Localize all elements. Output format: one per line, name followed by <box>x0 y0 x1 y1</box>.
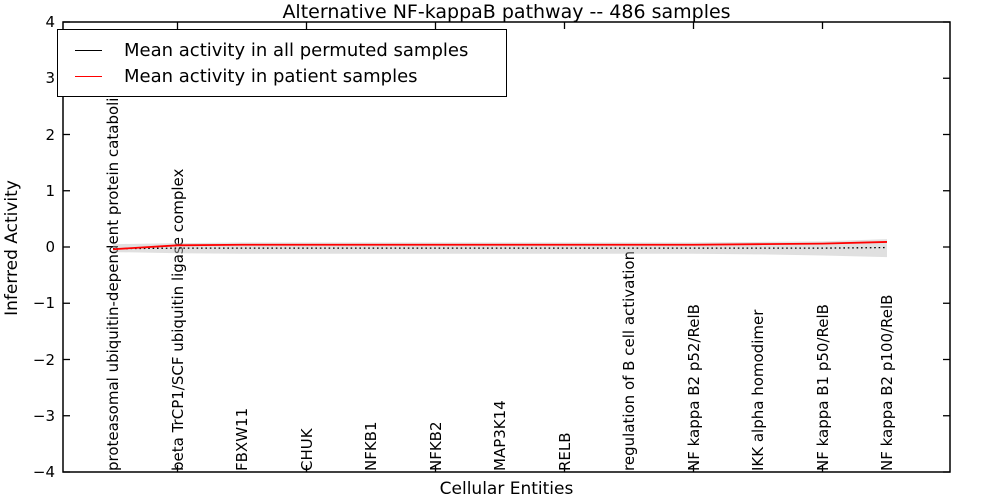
legend: Mean activity in all permuted samples Me… <box>57 29 507 97</box>
x-tick-label: IKK alpha homodimer <box>749 309 767 471</box>
permuted-spread-band <box>113 239 887 258</box>
y-tick-label: 2 <box>45 125 55 144</box>
y-tick-label: 1 <box>45 181 55 200</box>
y-tick-label: −3 <box>32 406 55 425</box>
x-tick-label: regulation of B cell activation <box>620 250 638 471</box>
y-tick-label: 3 <box>45 69 55 88</box>
x-tick-label: NF kappa B2 p52/RelB <box>684 304 703 471</box>
x-axis-label: Cellular Entities <box>439 479 574 499</box>
x-tick-label: proteasomal ubiquitin-dependent protein … <box>104 68 122 471</box>
x-tick-label: FBXW11 <box>233 407 251 471</box>
chart-title: Alternative NF-kappaB pathway -- 486 sam… <box>282 1 731 23</box>
patient-line-sample <box>75 76 102 77</box>
y-tick-label: 4 <box>45 13 55 31</box>
y-tick-label: −4 <box>32 463 55 481</box>
permuted-line-sample <box>75 50 102 51</box>
y-tick-label: −2 <box>32 350 55 369</box>
permuted-mean-line <box>112 246 888 250</box>
legend-label-permuted: Mean activity in all permuted samples <box>124 40 469 61</box>
x-tick-label: RELB <box>555 432 574 471</box>
patient-mean-line <box>112 241 888 251</box>
x-tick-label: beta TrCP1/SCF ubiquitin ligase complex <box>168 168 187 471</box>
y-tick-label: −1 <box>32 294 55 313</box>
y-tick-label: 0 <box>45 238 55 256</box>
x-tick-label: NFKB2 <box>426 421 445 471</box>
legend-item-permuted: Mean activity in all permuted samples <box>58 38 506 64</box>
x-tick-label: CHUK <box>297 428 316 471</box>
legend-item-patient: Mean activity in patient samples <box>58 64 506 90</box>
x-tick-label: MAP3K14 <box>491 400 509 471</box>
x-tick-label: NF kappa B1 p50/RelB <box>813 304 832 471</box>
legend-label-patient: Mean activity in patient samples <box>124 66 418 87</box>
x-tick-label: NF kappa B2 p100/RelB <box>878 294 896 471</box>
x-tick-label: NFKB1 <box>362 421 380 471</box>
